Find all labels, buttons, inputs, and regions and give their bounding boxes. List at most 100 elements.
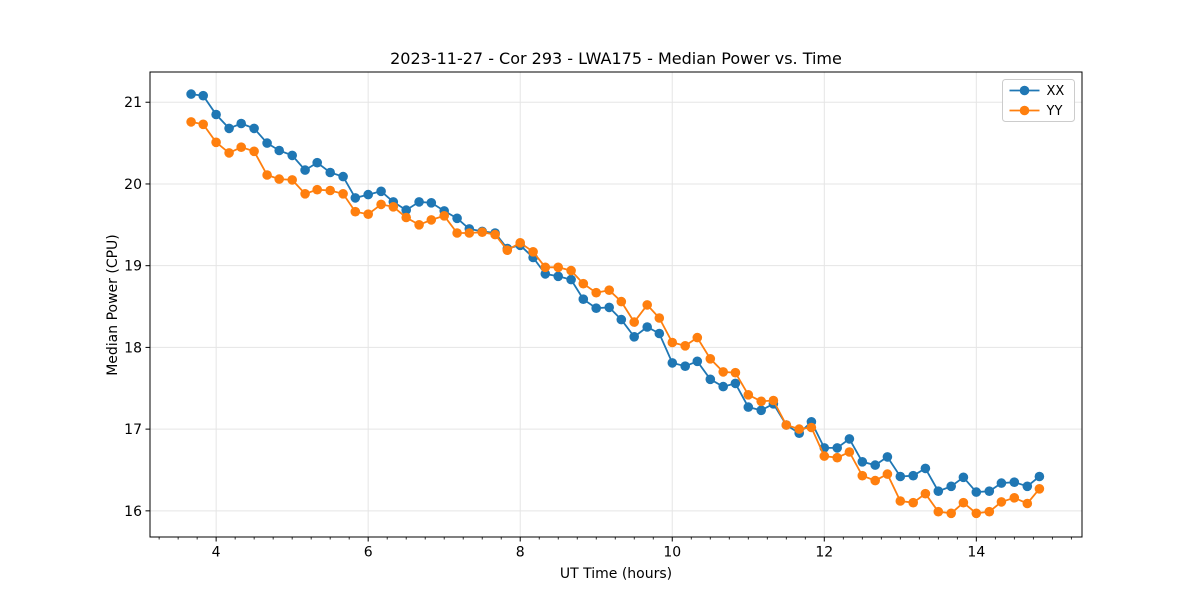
series-marker-xx xyxy=(857,457,868,467)
series-marker-xx xyxy=(325,167,336,178)
series-marker-yy xyxy=(705,354,716,364)
series-marker-xx xyxy=(996,478,1007,488)
y-tick-label: 18 xyxy=(124,340,142,356)
frame-layer xyxy=(149,71,1083,538)
series-marker-xx xyxy=(730,378,741,389)
series-marker-yy xyxy=(996,497,1007,507)
series-marker-xx xyxy=(756,405,766,416)
series-marker-yy xyxy=(249,146,259,157)
series-marker-yy xyxy=(946,508,956,519)
series-line-xx xyxy=(190,93,1040,494)
series-marker-yy xyxy=(895,496,906,506)
series-marker-xx xyxy=(920,463,931,474)
series-marker-xx xyxy=(832,443,842,453)
series-marker-yy xyxy=(287,175,298,185)
y-tick-label: 19 xyxy=(124,259,142,275)
series-marker-yy xyxy=(718,367,728,377)
series-marker-yy xyxy=(388,202,399,212)
series-marker-xx xyxy=(262,138,272,148)
series-marker-yy xyxy=(642,300,652,310)
series-marker-xx xyxy=(718,381,728,392)
series-marker-yy xyxy=(958,497,969,508)
series-marker-xx xyxy=(616,314,627,325)
series-marker-yy xyxy=(844,447,855,457)
series-marker-xx xyxy=(1009,477,1020,488)
legend-swatch-marker xyxy=(1019,85,1030,96)
series-marker-yy xyxy=(680,341,690,351)
series-marker-yy xyxy=(920,488,931,499)
series-marker-yy xyxy=(730,367,741,378)
x-tick-label: 14 xyxy=(967,545,985,561)
series-marker-yy xyxy=(794,424,804,434)
grid-layer xyxy=(150,72,1082,537)
plot-frame xyxy=(149,71,1083,538)
series-marker-yy xyxy=(984,506,995,517)
series-marker-xx xyxy=(186,89,196,99)
series-marker-yy xyxy=(426,215,437,225)
series-marker-yy xyxy=(300,189,310,199)
y-tick-label: 17 xyxy=(124,422,142,438)
series-marker-xx xyxy=(198,90,208,101)
series-marker-yy xyxy=(452,228,462,238)
series-marker-xx xyxy=(426,198,437,208)
series-marker-xx xyxy=(376,186,386,197)
series-marker-xx xyxy=(743,402,754,412)
series-marker-xx xyxy=(844,434,855,444)
series-marker-yy xyxy=(414,220,424,230)
series-marker-xx xyxy=(363,189,374,200)
series-marker-yy xyxy=(768,395,779,406)
series-marker-yy xyxy=(882,469,893,479)
series-marker-xx xyxy=(680,361,690,372)
series-marker-yy xyxy=(743,390,754,400)
series-marker-yy xyxy=(236,142,246,152)
series-marker-yy xyxy=(857,470,868,481)
series-marker-xx xyxy=(882,452,893,462)
series-marker-yy xyxy=(870,475,880,486)
series-marker-xx xyxy=(540,269,551,279)
series-marker-xx xyxy=(705,374,716,385)
series-marker-xx xyxy=(604,302,614,313)
x-tick-label: 4 xyxy=(212,545,221,561)
series-marker-xx xyxy=(249,123,259,134)
series-marker-yy xyxy=(971,508,982,519)
y-tick-label: 16 xyxy=(124,504,142,520)
series-marker-yy xyxy=(363,209,374,219)
series-marker-yy xyxy=(198,119,208,130)
x-tick-label: 6 xyxy=(364,545,373,561)
series-marker-yy xyxy=(477,227,488,237)
series-marker-xx xyxy=(654,328,665,339)
series-marker-yy xyxy=(540,262,551,273)
chart-title: 2023-11-27 - Cor 293 - LWA175 - Median P… xyxy=(390,49,842,68)
y-axis-label: Median Power (CPU) xyxy=(105,234,121,376)
series-marker-yy xyxy=(604,285,614,296)
series-marker-xx xyxy=(895,471,906,482)
series-marker-xx xyxy=(1034,471,1045,482)
series-marker-yy xyxy=(515,238,525,248)
series-marker-yy xyxy=(629,317,639,327)
series-marker-xx xyxy=(224,123,234,134)
legend-label: YY xyxy=(1046,104,1063,119)
y-tick-label: 21 xyxy=(124,95,142,111)
series-marker-xx xyxy=(553,271,563,282)
series-marker-xx xyxy=(958,472,969,483)
series-marker-xx xyxy=(287,150,298,161)
series-marker-yy xyxy=(553,262,563,273)
series-marker-yy xyxy=(338,189,348,199)
series-marker-yy xyxy=(502,245,513,255)
series-marker-yy xyxy=(401,212,412,223)
series-marker-yy xyxy=(1034,484,1045,494)
tick-layer: 4 6 8 10 12 14 16 17 18 19 20 21 xyxy=(124,95,1072,561)
series-marker-xx xyxy=(591,303,601,314)
series-marker-xx xyxy=(312,157,323,168)
series-marker-yy xyxy=(262,170,272,180)
series-marker-xx xyxy=(629,332,639,342)
series-marker-yy xyxy=(819,451,830,461)
series-marker-yy xyxy=(781,420,792,430)
series-marker-yy xyxy=(1009,493,1020,503)
series-marker-xx xyxy=(236,118,246,129)
series-marker-yy xyxy=(274,174,285,184)
series-marker-yy xyxy=(325,185,336,196)
series-marker-yy xyxy=(667,337,678,348)
